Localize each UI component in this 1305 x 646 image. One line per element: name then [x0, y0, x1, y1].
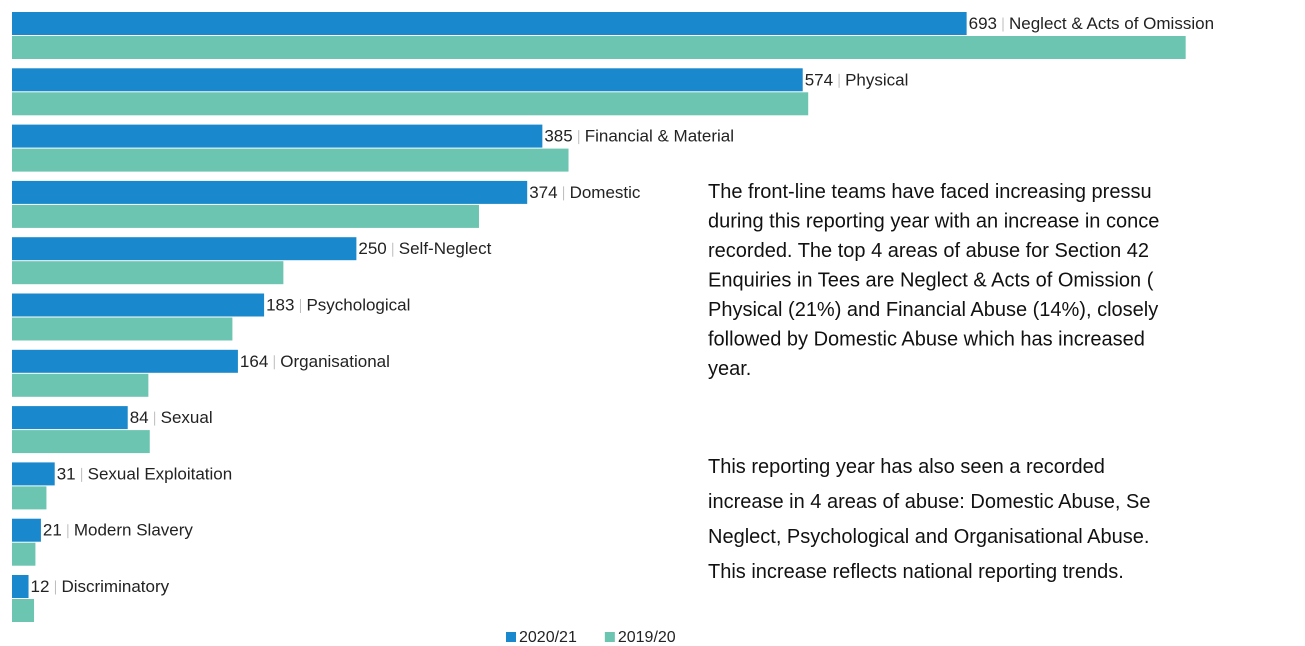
bar — [12, 518, 41, 542]
bar — [12, 68, 803, 92]
category-label: Sexual — [161, 408, 213, 427]
value-label: 12 — [31, 577, 50, 596]
annotation-line: This increase reflects national reportin… — [708, 561, 1124, 583]
bar — [12, 237, 357, 261]
value-label: 385 — [544, 127, 572, 146]
annotation-line: Enquiries in Tees are Neglect & Acts of … — [708, 270, 1154, 292]
bar — [12, 148, 569, 172]
bar — [12, 486, 47, 510]
annotation-line: followed by Domestic Abuse which has inc… — [708, 329, 1145, 351]
bar — [12, 430, 150, 454]
bar — [12, 406, 128, 430]
bar — [12, 293, 265, 317]
bar — [12, 36, 1186, 59]
annotation-line: recorded. The top 4 areas of abuse for S… — [708, 240, 1149, 262]
value-label: 183 — [266, 295, 294, 314]
annotation-line: The front-line teams have faced increasi… — [708, 181, 1152, 203]
category-label: Discriminatory — [61, 577, 169, 596]
bar — [12, 373, 149, 397]
legend-label: 2020/21 — [519, 629, 577, 646]
value-label: 574 — [805, 70, 833, 89]
value-label: 374 — [529, 183, 557, 202]
value-label: 693 — [969, 14, 997, 33]
bar — [12, 599, 35, 622]
value-label: 250 — [358, 239, 386, 258]
bar — [12, 317, 233, 341]
bar — [12, 462, 55, 486]
category-label: Modern Slavery — [74, 521, 194, 540]
annotation-line: Physical (21%) and Financial Abuse (14%)… — [708, 299, 1158, 321]
annotation-line: increase in 4 areas of abuse: Domestic A… — [708, 491, 1150, 513]
value-label: 164 — [240, 352, 268, 371]
bar — [12, 204, 479, 228]
category-label: Neglect & Acts of Omission — [1009, 14, 1214, 33]
legend-swatch — [604, 632, 615, 642]
annotation-line: Neglect, Psychological and Organisationa… — [708, 526, 1149, 548]
annotation-line: This reporting year has also seen a reco… — [708, 456, 1105, 478]
legend-label: 2019/20 — [618, 629, 676, 646]
annotation-line: during this reporting year with an incre… — [708, 211, 1159, 233]
category-label: Sexual Exploitation — [88, 464, 233, 483]
category-label: Organisational — [280, 352, 390, 371]
value-label: 84 — [130, 408, 149, 427]
category-label: Domestic — [570, 183, 641, 202]
bar — [12, 542, 36, 566]
bar — [12, 261, 284, 285]
value-label: 31 — [57, 464, 76, 483]
category-label: Self-Neglect — [399, 239, 492, 258]
bar — [12, 124, 543, 148]
bar — [12, 180, 528, 204]
bar — [12, 575, 29, 598]
category-label: Physical — [845, 70, 908, 89]
value-label: 21 — [43, 521, 62, 540]
bar — [12, 349, 238, 373]
legend-swatch — [506, 632, 516, 642]
bar — [12, 12, 967, 35]
category-label: Financial & Material — [585, 127, 734, 146]
annotation-line: year. — [708, 358, 751, 380]
bar — [12, 92, 809, 116]
category-label: Psychological — [306, 295, 410, 314]
